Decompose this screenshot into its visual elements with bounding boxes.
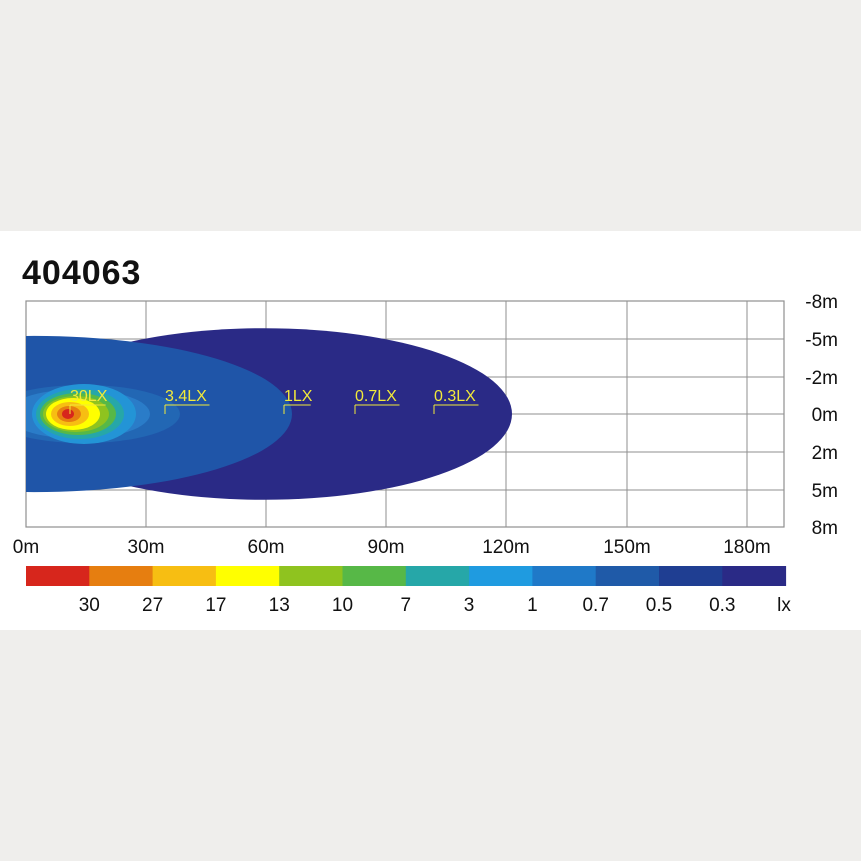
lux-label-3.4lx: 3.4LX (165, 388, 207, 405)
legend-swatch (532, 566, 597, 586)
hotspot-ring-7 (62, 409, 74, 419)
x-tick-label: 30m (128, 537, 165, 558)
legend-value: 30 (79, 595, 100, 616)
lux-label-1lx: 1LX (284, 388, 313, 405)
legend-swatch (659, 566, 723, 586)
lux-label-0.3lx: 0.3LX (434, 388, 476, 405)
legend-swatch (215, 566, 280, 586)
legend-value: 1 (527, 595, 538, 616)
legend-value: 0.7 (582, 595, 608, 616)
legend-swatch (405, 566, 470, 586)
legend-value: 7 (401, 595, 412, 616)
y-axis-ticks: -8m -5m -2m 0m 2m 5m 8m (805, 292, 838, 539)
lux-label-30lx: 30LX (70, 388, 108, 405)
lux-markers: 30LX 3.4LX 1LX 0.7LX 0.3LX (69, 388, 479, 414)
y-tick-label: 5m (812, 481, 838, 502)
legend-value: 10 (332, 595, 353, 616)
x-axis-ticks: 0m 30m 60m 90m 120m 150m 180m (13, 537, 771, 558)
legend-swatch (152, 566, 217, 586)
y-tick-label: -5m (805, 330, 838, 351)
legend-value: 17 (205, 595, 226, 616)
legend-swatch (469, 566, 533, 586)
color-legend: 30 27 17 13 10 7 3 1 0.7 0.5 0.3 lx (26, 566, 791, 616)
legend-value: 0.3 (709, 595, 735, 616)
x-tick-label: 60m (248, 537, 285, 558)
chart-title: 404063 (22, 254, 142, 292)
x-tick-label: 90m (368, 537, 405, 558)
y-tick-label: -2m (805, 368, 838, 389)
x-tick-label: 150m (603, 537, 651, 558)
y-tick-label: -8m (805, 292, 838, 313)
legend-swatch (595, 566, 660, 586)
legend-swatch (89, 566, 154, 586)
legend-value: 27 (142, 595, 163, 616)
x-tick-label: 0m (13, 537, 39, 558)
x-tick-label: 180m (723, 537, 771, 558)
legend-value: 3 (464, 595, 475, 616)
legend-value: 13 (269, 595, 290, 616)
lux-label-0.7lx: 0.7LX (355, 388, 397, 405)
legend-swatch (26, 566, 90, 586)
legend-unit: lx (777, 595, 791, 616)
x-tick-label: 120m (482, 537, 530, 558)
legend-swatch (342, 566, 407, 586)
legend-swatch (279, 566, 343, 586)
legend-swatch (722, 566, 787, 586)
y-tick-label: 8m (812, 518, 838, 539)
y-tick-label: 0m (812, 405, 838, 426)
beam-contours (26, 328, 512, 500)
legend-value: 0.5 (646, 595, 672, 616)
y-tick-label: 2m (812, 443, 838, 464)
